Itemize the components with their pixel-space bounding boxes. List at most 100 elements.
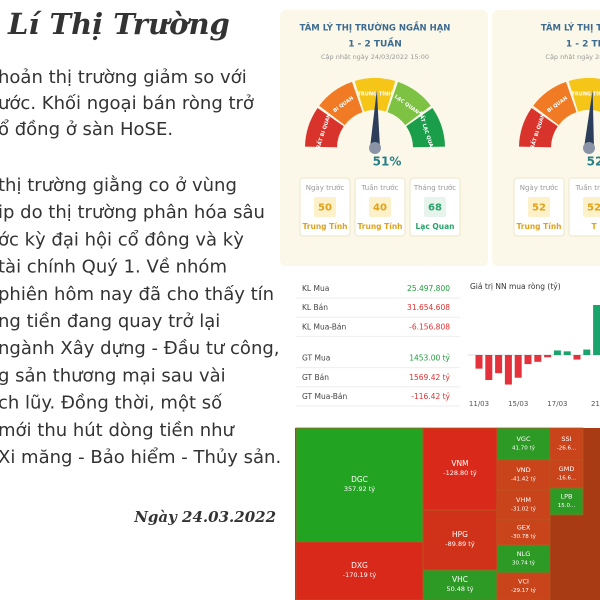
article-line: ip do thị trường phân hóa sâu bbox=[0, 202, 265, 223]
tile-name: VND bbox=[516, 466, 530, 474]
tile-name: DXG bbox=[351, 561, 368, 570]
article-line: ước. Khối ngoại bán ròng trở bbox=[0, 93, 254, 114]
history-status: Lạc Quan bbox=[415, 222, 454, 231]
tile-name: GEX bbox=[517, 524, 531, 532]
heatmap-tile bbox=[496, 572, 551, 600]
article-line: tài chính Quý 1. Về nhóm bbox=[0, 257, 227, 278]
tile-name: VCI bbox=[518, 578, 529, 586]
bar bbox=[495, 355, 503, 374]
gauge-period: 1 - 2 TUẦN bbox=[348, 37, 402, 50]
gauge-zone-label: TRUNG TÍNH bbox=[572, 90, 600, 98]
gauge-period: 1 - 2 THÁ bbox=[566, 38, 600, 50]
article-line: ng tiền đang quay trở lại bbox=[0, 311, 220, 332]
tile-value: 357.92 tỷ bbox=[344, 484, 375, 493]
tile-value: -26.6... bbox=[557, 446, 577, 452]
heatmap-tile bbox=[549, 427, 584, 461]
gauge-updated: Cập nhật ngày 24/03/2022 bbox=[545, 53, 600, 61]
tile-value: 30.74 tỷ bbox=[512, 560, 536, 567]
bar bbox=[583, 349, 591, 355]
heatmap-tile bbox=[496, 427, 551, 461]
article-line: g sản thương mại sau vài bbox=[0, 365, 226, 386]
bar bbox=[593, 305, 600, 355]
article-line: ch lũy. Đồng thời, một số bbox=[0, 393, 222, 414]
row-value: -6.156.808 bbox=[409, 322, 450, 331]
article-title: Lí Thị Trường bbox=[7, 7, 230, 41]
heatmap-tile bbox=[549, 487, 584, 516]
tile-name: DGC bbox=[351, 475, 368, 484]
article-line: Xi măng - Bảo hiểm - Thủy sản. bbox=[0, 447, 281, 468]
tile-name: VHC bbox=[452, 575, 468, 584]
bar bbox=[573, 355, 581, 360]
bar bbox=[475, 355, 483, 369]
tile-value: -170.19 tỷ bbox=[343, 570, 377, 579]
bar bbox=[553, 350, 561, 355]
row-label: KL Bán bbox=[302, 303, 328, 312]
history-value: 68 bbox=[428, 203, 442, 214]
history-value-box bbox=[528, 197, 550, 217]
row-label: KL Mua-Bán bbox=[302, 322, 346, 331]
gauge-zone bbox=[519, 108, 558, 148]
bar bbox=[563, 351, 571, 355]
history-value: 50 bbox=[318, 203, 332, 214]
bar bbox=[544, 355, 552, 358]
gauge-zone bbox=[354, 77, 396, 112]
heatmap-tile bbox=[496, 459, 551, 491]
gauge-zone bbox=[387, 81, 431, 126]
history-label: Tuần trước bbox=[575, 184, 600, 192]
gauge-needle bbox=[584, 90, 594, 149]
history-status: Trung Tính bbox=[516, 222, 561, 231]
heatmap-tile bbox=[496, 519, 551, 546]
x-tick-label: 11/03 bbox=[469, 400, 489, 408]
bar bbox=[485, 355, 493, 380]
row-label: KL Mua bbox=[302, 284, 329, 293]
tile-value: -30.78 tỷ bbox=[511, 533, 537, 540]
tile-name: LPB bbox=[560, 493, 572, 501]
article-line: ớc kỳ đại hội cổ đông và kỳ bbox=[0, 229, 244, 250]
bar bbox=[524, 355, 532, 365]
heatmap-tile bbox=[496, 489, 551, 521]
tile-name: NLG bbox=[517, 550, 531, 558]
history-status: Trung Tính bbox=[357, 222, 402, 231]
article-line: ổ đồng ở sàn HoSE. bbox=[0, 119, 173, 140]
row-label: GT Mua bbox=[302, 354, 330, 363]
heatmap-tile bbox=[295, 427, 424, 543]
history-value-box bbox=[314, 197, 336, 217]
x-tick-label: 17/03 bbox=[547, 400, 567, 408]
article-line: ngành Xây dựng - Đầu tư công, bbox=[0, 338, 280, 359]
row-value: 1453.00 tỷ bbox=[409, 354, 450, 363]
heatmap-tile bbox=[422, 509, 498, 571]
heatmap-tile bbox=[295, 541, 424, 600]
history-label: Tuần trước bbox=[361, 184, 399, 192]
history-value-box bbox=[583, 197, 600, 217]
gauge-needle bbox=[370, 90, 380, 149]
history-status: Trung Tính bbox=[302, 222, 347, 231]
row-value: 31.654.608 bbox=[407, 303, 450, 312]
history-value-box bbox=[424, 197, 446, 217]
tile-name: VHM bbox=[516, 496, 531, 504]
tile-value: 41.70 tỷ bbox=[512, 445, 536, 452]
article-line: hoản thị trường giảm so với bbox=[0, 67, 247, 88]
article-line: thị trường giằng co ở vùng bbox=[0, 175, 237, 196]
history-value: 52 bbox=[587, 203, 600, 214]
gauge-hub bbox=[369, 142, 381, 154]
gauge-value: 51% bbox=[373, 155, 402, 169]
history-value: 40 bbox=[373, 203, 387, 214]
history-label: Ngày trước bbox=[306, 184, 345, 192]
row-value: 25.497.800 bbox=[407, 284, 450, 293]
tile-name: VNM bbox=[451, 459, 468, 468]
x-tick-label: 21/ bbox=[591, 400, 600, 408]
article-line: phiên hôm nay đã cho thấy tín bbox=[0, 284, 274, 305]
chart-title: Giá trị NN mua ròng (tỷ) bbox=[470, 282, 561, 291]
row-value: -116.42 tỷ bbox=[411, 392, 450, 401]
tile-value: -29.17 tỷ bbox=[511, 587, 537, 594]
bar bbox=[534, 355, 542, 362]
article-date: Ngày 24.03.2022 bbox=[133, 508, 276, 526]
gauge-title: TÂM LÝ THỊ TRƯỜNG NGẮN HẠN bbox=[300, 21, 451, 34]
tile-value: -128.80 tỷ bbox=[443, 468, 477, 477]
gauge-title: TÂM LÝ THỊ TRƯỜNG bbox=[541, 22, 600, 34]
gauge-zone bbox=[533, 81, 577, 126]
tile-value: -41.42 tỷ bbox=[511, 476, 537, 483]
gauge-value: 52% bbox=[587, 155, 600, 169]
row-label: GT Bán bbox=[302, 373, 329, 382]
